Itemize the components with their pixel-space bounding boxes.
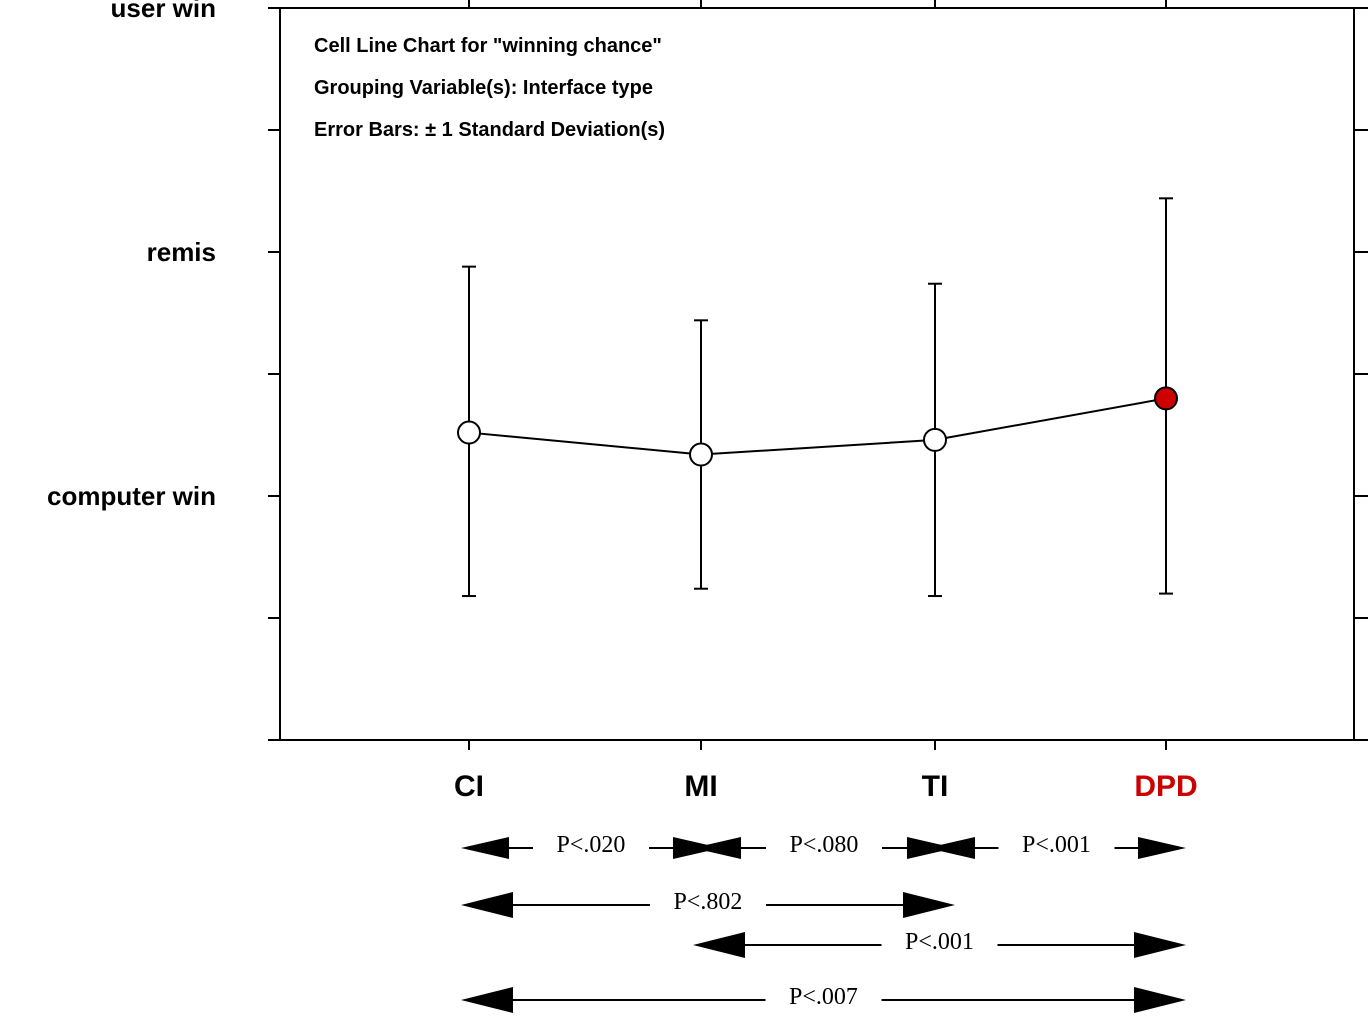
chart-note: Cell Line Chart for "winning chance" <box>314 35 662 57</box>
comparison-arrow-right <box>1134 932 1186 958</box>
comparison-p-value: P<.007 <box>789 984 858 1010</box>
x-tick-label: MI <box>684 770 717 803</box>
data-point <box>924 429 946 451</box>
data-point <box>1155 387 1177 409</box>
chart-notes: Cell Line Chart for "winning chance" Grou… <box>314 35 665 141</box>
comparison-p-value: P<.802 <box>674 889 743 915</box>
comparison-arrow-right <box>1138 837 1186 859</box>
x-tick-label: DPD <box>1134 770 1197 803</box>
comparison-p-value: P<.020 <box>557 832 626 858</box>
comparison-arrow-left <box>461 987 513 1013</box>
comparison-arrow-left <box>693 932 745 958</box>
y-tick-label: user win <box>111 0 216 23</box>
chart-note: Error Bars: ± 1 Standard Deviation(s) <box>314 119 665 141</box>
x-tick-label: CI <box>454 770 484 803</box>
plot-frame <box>280 8 1354 740</box>
y-tick-label: computer win <box>47 481 216 511</box>
comparison-p-value: P<.080 <box>790 832 859 858</box>
comparison-arrow-left <box>461 837 509 859</box>
error-bars <box>462 198 1173 596</box>
comparison-p-value: P<.001 <box>905 929 974 955</box>
comparison-arrow-left <box>693 837 741 859</box>
chart-note: Grouping Variable(s): Interface type <box>314 77 653 99</box>
comparison-arrow-left <box>461 892 513 918</box>
y-axis-labels: computer win remis user win <box>47 0 216 511</box>
series-line <box>469 398 1166 454</box>
comparisons: P<.020 P<.080 P<.001 P<.802 P<.001 P<.007 <box>461 832 1186 1013</box>
data-point <box>458 422 480 444</box>
x-tick-label: TI <box>922 770 949 803</box>
comparison-arrow-left <box>927 837 975 859</box>
comparison-p-value: P<.001 <box>1022 832 1091 858</box>
data-point <box>690 444 712 466</box>
comparison-arrow-right <box>1134 987 1186 1013</box>
comparison-arrow-right <box>903 892 955 918</box>
x-axis-labels: CI MI TI DPD <box>454 770 1198 803</box>
axis-ticks <box>268 0 1368 750</box>
series <box>458 387 1177 465</box>
y-tick-label: remis <box>147 237 216 267</box>
